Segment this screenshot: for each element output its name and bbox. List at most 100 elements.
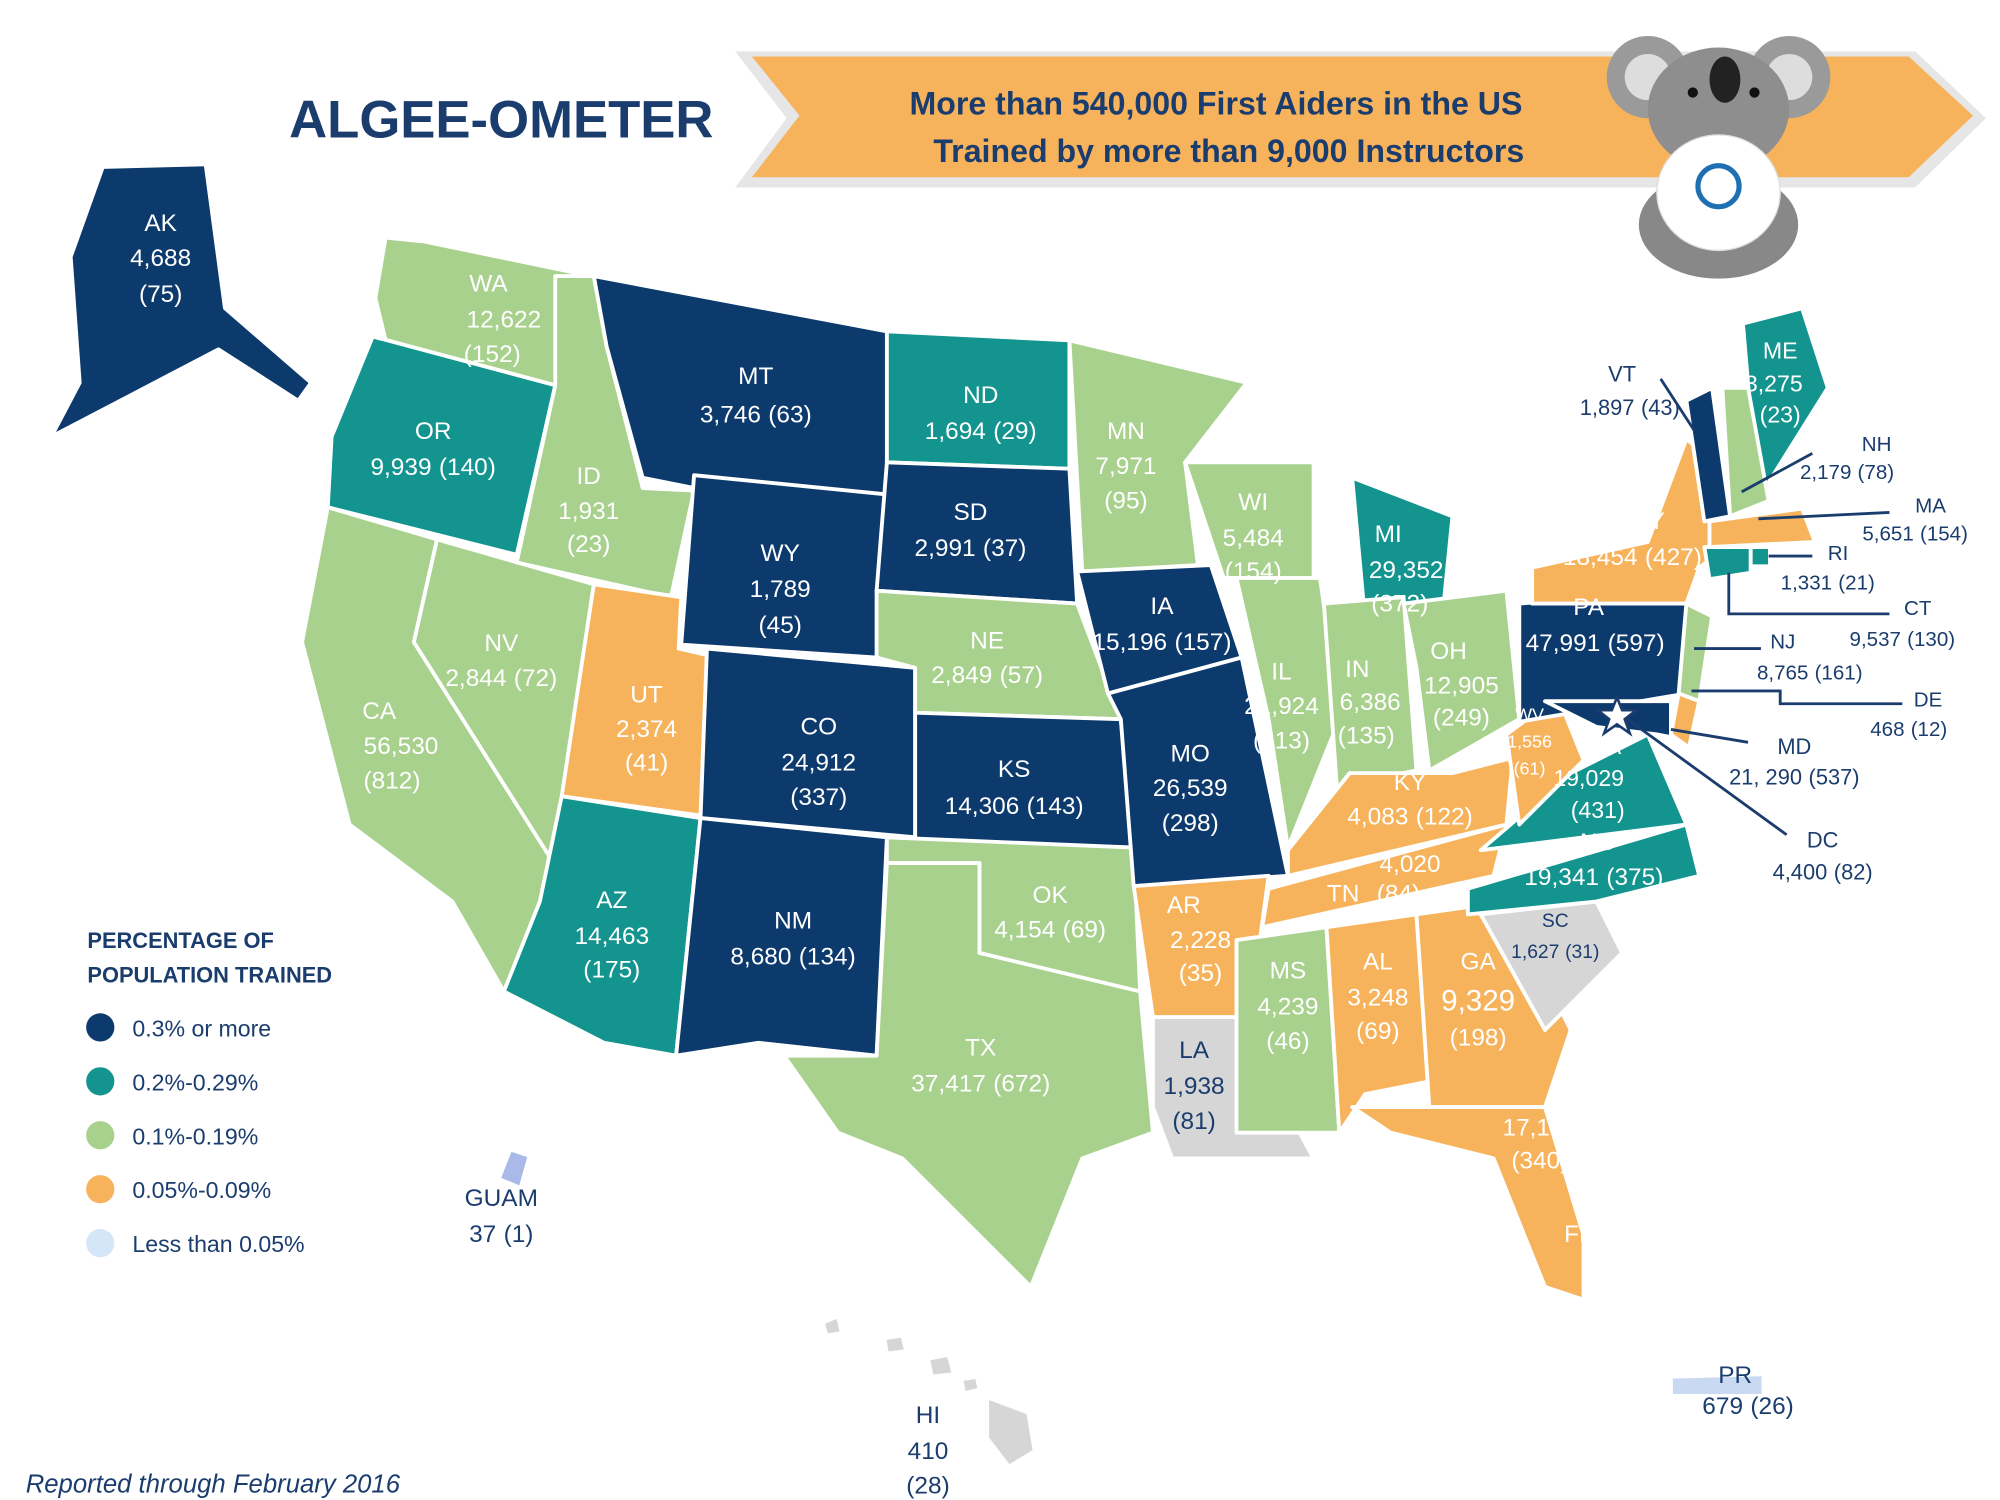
state-abbr: MN (1107, 418, 1145, 445)
legend-label: 0.05%-0.09% (132, 1177, 271, 1203)
legend: 0.3% or more 0.2%-0.29% 0.1%-0.19% 0.05%-0.… (86, 1013, 305, 1258)
legend-label: 0.3% or more (132, 1015, 271, 1041)
leader-line (1740, 452, 1814, 494)
state-instructors: (249) (1433, 705, 1490, 732)
state-count: 7,971 (1095, 453, 1156, 480)
state-count: 1,331 (1781, 571, 1832, 594)
state-abbr: PR (1718, 1362, 1752, 1389)
state-shape (1067, 338, 1249, 574)
state-shape (1669, 1372, 1766, 1398)
state-instructors: (375) (1606, 864, 1663, 891)
state-count: 410 (908, 1438, 949, 1465)
state-instructors: (427) (1645, 544, 1702, 571)
state-abbr: ID (576, 463, 600, 490)
state-count: 2,849 (931, 662, 992, 689)
state-shape (985, 1395, 1037, 1469)
state-count: 6,386 (1340, 689, 1401, 716)
state-figures: 15,196 (157) (1092, 629, 1231, 656)
state-abbr: NV (484, 630, 519, 657)
state-abbr: GA (1461, 949, 1497, 976)
state-count: 3,746 (700, 402, 761, 429)
state-shape (926, 1352, 956, 1379)
state-abbr: NH (1862, 433, 1892, 456)
state-instructors: (672) (993, 1071, 1050, 1098)
state-shape (1324, 912, 1432, 1135)
state-abbr: IN (1345, 656, 1369, 683)
state-shape (1321, 595, 1419, 788)
state-shape (1465, 822, 1702, 917)
state-count: 15,196 (1092, 629, 1167, 656)
legend-label: 0.1%-0.19% (132, 1123, 258, 1149)
state-figures: 4,400 (82) (1773, 860, 1873, 885)
state-figures: 1,627 (31) (1511, 942, 1599, 963)
state-abbr: MT (738, 363, 773, 390)
state-figures: 21, 290 (537) (1729, 765, 1859, 790)
state-instructors: (72) (514, 665, 557, 692)
state-labels: AK 4,688 (75) WA 12,622 (152) OR 9,939 (140) CA 56… (130, 210, 1968, 1499)
state-count: 2,844 (445, 665, 506, 692)
state-count: 1,897 (1580, 395, 1635, 420)
footnote: Reported through February 2016 (26, 1470, 401, 1498)
state-count: 1,789 (750, 576, 811, 603)
state-figures: 37,417 (672) (911, 1071, 1050, 1098)
state-instructors: (340) (1511, 1148, 1568, 1175)
state-shape (1530, 437, 1722, 606)
state-abbr: OK (1032, 882, 1067, 909)
banner-line: Trained by more than 9,000 Instructors (933, 133, 1524, 169)
state-figures: 1,897 (43) (1580, 395, 1680, 420)
state-count: 4,083 (1347, 803, 1408, 830)
state-count: 19,341 (1524, 864, 1599, 891)
state-count: 2,228 (1170, 927, 1231, 954)
state-figures: 4,083 (122) (1347, 803, 1472, 830)
state-instructors: (298) (1162, 810, 1219, 837)
state-count: 2,991 (915, 535, 976, 562)
state-shape (496, 1147, 532, 1190)
state-shape (1350, 1105, 1586, 1302)
legend-title: POPULATION TRAINED (87, 962, 332, 987)
state-count: 1,938 (1164, 1073, 1225, 1100)
state-abbr: AZ (596, 887, 627, 914)
state-instructors: (46) (1266, 1028, 1309, 1055)
state-figures: 4,154 (69) (994, 917, 1106, 944)
state-shape (1676, 601, 1715, 704)
state-figures: 47,991 (597) (1526, 630, 1665, 657)
state-figures: 468 (12) (1870, 718, 1947, 741)
legend-swatch (86, 1013, 115, 1042)
state-figures: 2,991 (37) (915, 535, 1027, 562)
state-figures: 1,331 (21) (1781, 571, 1875, 594)
state-shape (325, 334, 558, 557)
state-count: 5,484 (1223, 525, 1284, 552)
banner-line: More than 540,000 First Aiders in the US (909, 85, 1522, 121)
state-count: 29,352 (1369, 557, 1444, 584)
state-shape (782, 861, 1155, 1289)
state-instructors: (372) (1371, 590, 1428, 617)
dc-star (1593, 693, 1640, 737)
state-count: 3,275 (1745, 371, 1803, 397)
state-instructors: (143) (1027, 793, 1084, 820)
state-count: 8,680 (730, 943, 791, 970)
state-instructors: (43) (1641, 395, 1680, 420)
state-count: 37 (469, 1221, 496, 1248)
state-abbr: KS (998, 756, 1031, 783)
state-count: 17,143 (1503, 1114, 1578, 1141)
state-count: 14,306 (945, 793, 1020, 820)
state-count: 21, 290 (1729, 765, 1802, 790)
state-abbr: OR (415, 418, 452, 445)
state-figures: 9,939 (140) (370, 454, 495, 481)
state-count: 18,454 (1563, 544, 1638, 571)
state-instructors: (35) (1179, 960, 1222, 987)
state-instructors: (26) (1750, 1393, 1793, 1420)
state-instructors: (84) (1377, 881, 1420, 908)
state-shape (674, 816, 889, 1058)
state-instructors: (154) (1225, 558, 1282, 585)
legend-swatch (86, 1121, 115, 1150)
state-instructors: (161) (1815, 661, 1863, 684)
state-instructors: (157) (1174, 629, 1231, 656)
state-abbr: TN (1327, 881, 1360, 908)
state-abbr: TX (965, 1035, 996, 1062)
state-instructors: (313) (1253, 728, 1310, 755)
state-shape (1669, 691, 1702, 750)
state-shape (959, 1374, 982, 1396)
state-abbr: DC (1807, 828, 1839, 853)
state-count: 26,539 (1153, 775, 1228, 802)
